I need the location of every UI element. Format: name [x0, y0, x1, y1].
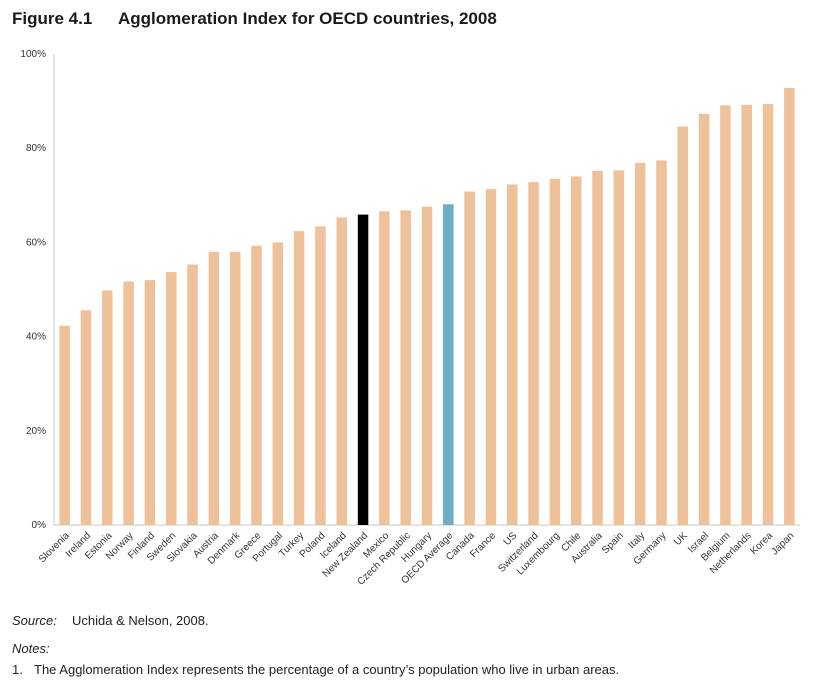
bar: [784, 87, 795, 526]
bar: [464, 191, 475, 526]
bar: [336, 217, 347, 525]
bar: [293, 231, 305, 525]
bar: [379, 211, 390, 525]
bar: [443, 204, 454, 525]
bar: [315, 226, 326, 526]
bar: [485, 189, 497, 525]
y-tick-label: 80%: [26, 143, 46, 154]
bar: [656, 160, 667, 526]
x-tick-label: Spain: [600, 530, 626, 556]
y-tick-label: 100%: [20, 49, 46, 60]
bar: [507, 184, 518, 526]
bar: [549, 178, 561, 525]
bar: [400, 210, 411, 525]
y-tick-label: 60%: [26, 237, 46, 248]
bar: [357, 214, 369, 525]
bar: [59, 325, 70, 525]
bar: [80, 310, 92, 525]
bar: [528, 182, 539, 525]
bar: [677, 126, 689, 525]
source-label: Source:: [12, 613, 57, 628]
bar: [570, 176, 582, 525]
bar: [144, 280, 156, 525]
x-tick-label: Japan: [769, 530, 796, 557]
bar: [762, 103, 774, 526]
figure-title: Agglomeration Index for OECD countries, …: [118, 9, 497, 28]
source-text: Uchida & Nelson, 2008.: [72, 613, 209, 628]
bar: [613, 170, 625, 525]
bar: [102, 290, 113, 525]
note-text: The Agglomeration Index represents the p…: [34, 662, 620, 677]
bar: [208, 251, 220, 525]
bar: [421, 206, 433, 525]
bar: [741, 104, 752, 526]
bar: [123, 281, 134, 525]
bar: [720, 105, 731, 526]
source-line: Source: Uchida & Nelson, 2008.: [12, 613, 209, 628]
y-tick-label: 40%: [26, 332, 46, 343]
bar-chart: 0%20%40%60%80%100%SloveniaIrelandEstonia…: [20, 49, 800, 588]
bar: [229, 251, 241, 525]
bar: [272, 242, 284, 525]
y-tick-label: 0%: [32, 520, 47, 531]
note-index: 1.: [12, 662, 23, 677]
notes-heading: Notes:: [12, 641, 50, 656]
bar: [187, 264, 198, 525]
bar: [592, 170, 603, 526]
bar: [251, 245, 262, 525]
y-tick-label: 20%: [26, 426, 46, 437]
figure-number: Figure 4.1: [12, 9, 93, 28]
bar: [165, 272, 177, 525]
bar: [698, 113, 710, 525]
note-item: 1. The Agglomeration Index represents the…: [12, 662, 619, 677]
figure-header: Figure 4.1 Agglomeration Index for OECD c…: [12, 9, 497, 29]
bar: [634, 162, 646, 525]
